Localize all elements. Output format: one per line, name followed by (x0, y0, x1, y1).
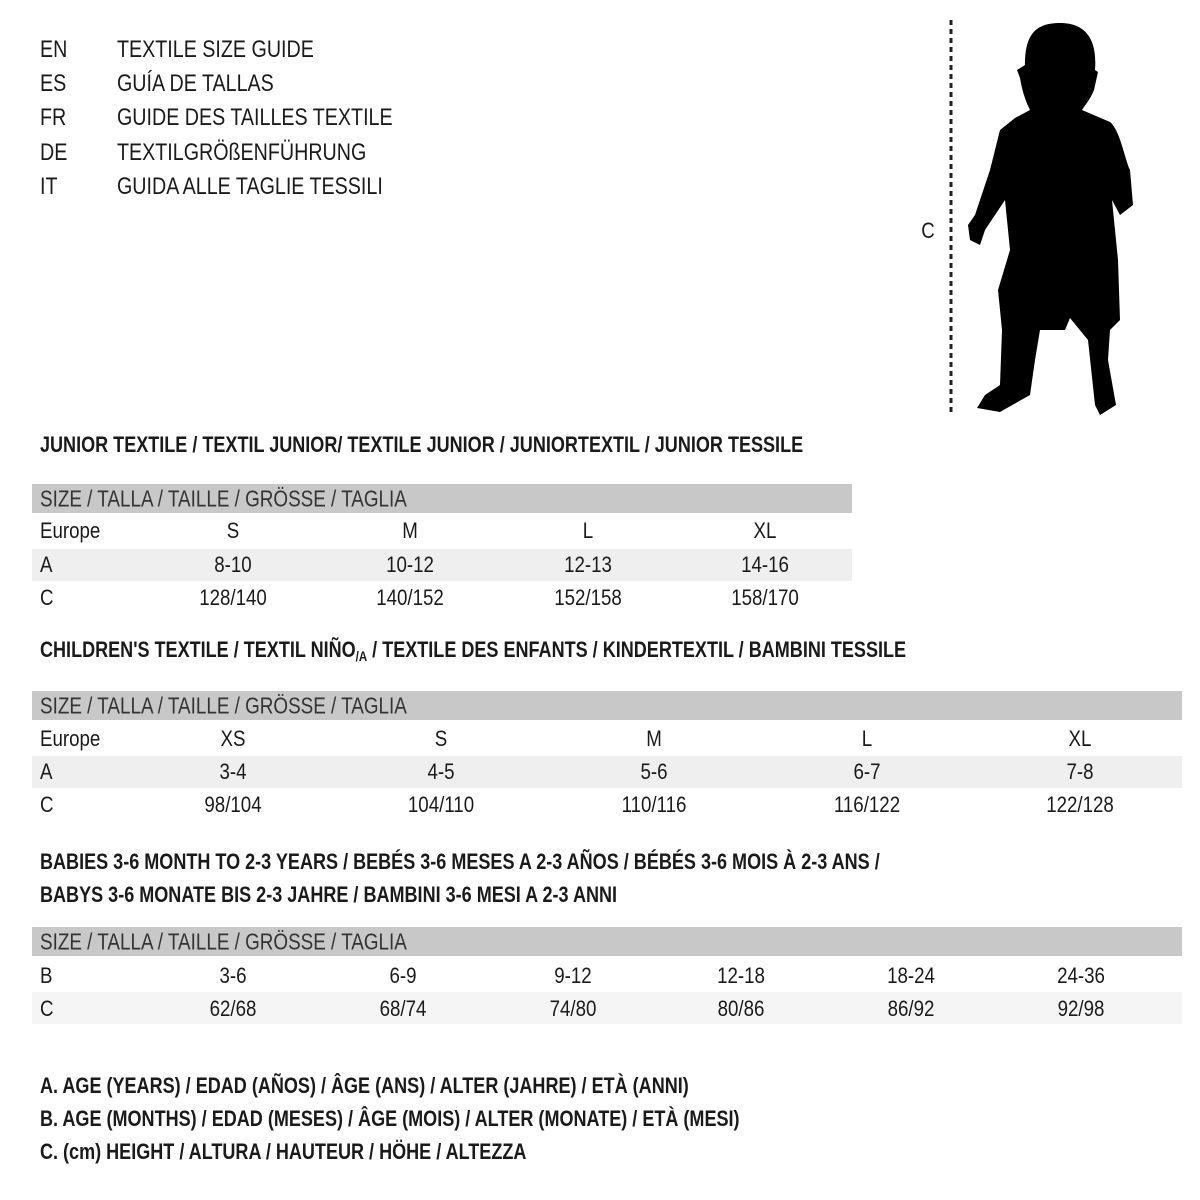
height-measure-label: C (921, 218, 935, 243)
table-cell: S (434, 726, 448, 751)
babies-section-title-2: BABYS 3-6 MONATE BIS 2-3 JAHRE / BAMBINI… (40, 882, 618, 907)
row-label: C (40, 996, 54, 1021)
table-cell: 6-7 (853, 759, 881, 784)
table-cell: 68/74 (379, 996, 427, 1021)
legend-b: B. AGE (MONTHS) / EDAD (MESES) / ÂGE (MO… (40, 1106, 740, 1131)
table-cell: 80/86 (717, 996, 765, 1021)
size-header: SIZE / TALLA / TAILLE / GRÖSSE / TAGLIA (40, 485, 407, 511)
row-label: Europe (40, 518, 101, 543)
table-cell: 104/110 (407, 792, 475, 817)
size-header-band: SIZE / TALLA / TAILLE / GRÖSSE / TAGLIA (32, 691, 1182, 720)
table-cell: 98/104 (204, 792, 262, 817)
lang-title: TEXTILE SIZE GUIDE (117, 36, 314, 63)
table-cell: 4-5 (427, 759, 455, 784)
legend-a: A. AGE (YEARS) / EDAD (AÑOS) / ÂGE (ANS)… (40, 1073, 689, 1098)
row-label: C (40, 585, 54, 610)
table-cell: 6-9 (389, 963, 417, 988)
table-cell: 86/92 (887, 996, 935, 1021)
table-cell: L (861, 726, 873, 751)
size-header-band: SIZE / TALLA / TAILLE / GRÖSSE / TAGLIA (32, 927, 1182, 956)
lang-code: DE (40, 139, 68, 166)
alt-row-bg (32, 756, 1182, 788)
lang-code: EN (40, 36, 68, 63)
lang-code: IT (40, 173, 58, 200)
babies-section-title-1: BABIES 3-6 MONTH TO 2-3 YEARS / BEBÉS 3-… (40, 849, 880, 874)
table-cell: 122/128 (1046, 792, 1114, 817)
children-section-title: CHILDREN'S TEXTILE / TEXTIL NIÑO/A / TEX… (40, 637, 907, 665)
lang-code: ES (40, 70, 67, 97)
table-cell: XS (220, 726, 246, 751)
table-cell: 5-6 (640, 759, 668, 784)
table-cell: M (402, 518, 418, 543)
row-label: Europe (40, 726, 101, 751)
row-label: B (40, 963, 53, 988)
row-label: A (40, 552, 53, 577)
lang-code: FR (40, 104, 67, 131)
table-cell: 128/140 (199, 585, 267, 610)
table-cell: 158/170 (731, 585, 799, 610)
lang-title: GUÍA DE TALLAS (117, 70, 274, 97)
table-cell: 140/152 (376, 585, 444, 610)
size-header-band: SIZE / TALLA / TAILLE / GRÖSSE / TAGLIA (32, 484, 852, 513)
table-cell: 12-18 (717, 963, 765, 988)
junior-section-title: JUNIOR TEXTILE / TEXTIL JUNIOR/ TEXTILE … (40, 432, 804, 457)
table-cell: L (582, 518, 594, 543)
table-cell: 14-16 (741, 552, 789, 577)
lang-title: GUIDA ALLE TAGLIE TESSILI (117, 173, 383, 200)
table-cell: 152/158 (554, 585, 622, 610)
table-cell: 62/68 (209, 996, 257, 1021)
lang-title: TEXTILGRÖßENFÜHRUNG (117, 139, 367, 166)
table-cell: 110/116 (621, 792, 687, 817)
table-cell: S (226, 518, 240, 543)
table-cell: 9-12 (554, 963, 592, 988)
table-cell: 12-13 (564, 552, 612, 577)
row-label: C (40, 792, 54, 817)
table-cell: 3-4 (219, 759, 247, 784)
table-cell: 92/98 (1057, 996, 1105, 1021)
table-cell: 24-36 (1057, 963, 1105, 988)
table-cell: 3-6 (219, 963, 247, 988)
table-cell: 74/80 (549, 996, 597, 1021)
table-cell: 8-10 (214, 552, 252, 577)
table-cell: XL (1068, 726, 1092, 751)
size-header: SIZE / TALLA / TAILLE / GRÖSSE / TAGLIA (40, 692, 407, 718)
child-silhouette-icon (949, 20, 1133, 415)
alt-row-bg (32, 549, 852, 581)
table-cell: XL (753, 518, 777, 543)
row-label: A (40, 759, 53, 784)
lang-title: GUIDE DES TAILLES TEXTILE (117, 104, 393, 131)
table-cell: 7-8 (1066, 759, 1094, 784)
table-cell: 18-24 (887, 963, 935, 988)
alt-row-bg (32, 992, 1182, 1024)
table-cell: M (646, 726, 662, 751)
table-cell: 116/122 (833, 792, 901, 817)
size-header: SIZE / TALLA / TAILLE / GRÖSSE / TAGLIA (40, 928, 407, 954)
table-cell: 10-12 (386, 552, 434, 577)
legend-c: C. (cm) HEIGHT / ALTURA / HAUTEUR / HÖHE… (40, 1139, 527, 1164)
